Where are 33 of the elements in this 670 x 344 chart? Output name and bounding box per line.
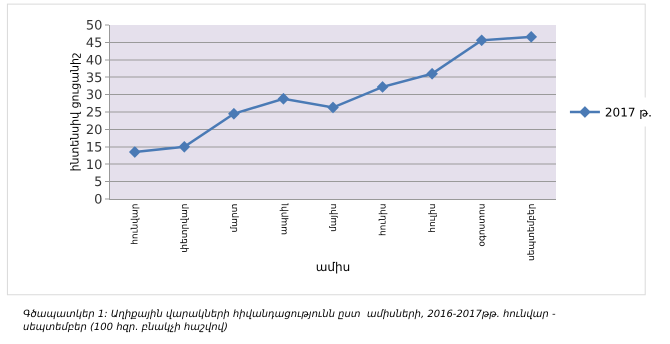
legend-label: 2017 թ. <box>604 106 652 120</box>
text: Գծապատկեր 1: Աղիքային վարակների հիվանդացությունն ըստ ամիսների, 2016-2017թթ. հունվար - սեպտեմբեր (100 հզր. բնակչի հաշվով) <box>23 309 556 333</box>
x-axis-title: ամիս <box>316 260 350 274</box>
y-tick-label: 10 <box>86 158 102 173</box>
point <box>426 68 438 80</box>
point <box>228 108 240 120</box>
point <box>476 34 488 46</box>
y-tick-label: 25 <box>86 106 102 121</box>
x-tick-label: մարտ <box>230 204 240 233</box>
y-tick-label: 50 <box>86 18 102 34</box>
point <box>525 30 538 43</box>
y-tick-label: 30 <box>86 88 102 104</box>
point <box>376 81 388 93</box>
y-tick-label: 40 <box>86 53 102 68</box>
x-tick-label: մայիս <box>328 204 339 232</box>
point <box>128 146 141 158</box>
x-tick-label: ապրիլ <box>279 203 290 235</box>
y-tick-label: 15 <box>86 140 102 156</box>
y-tick-label: 20 <box>86 122 102 138</box>
point <box>278 92 290 105</box>
point <box>327 102 339 114</box>
x-tick-label: հունվար <box>130 204 141 245</box>
y-tick-label: 5 <box>94 175 102 190</box>
y-axis-title: ինտենսիվ ցուցանիշ <box>68 52 82 172</box>
point <box>178 140 190 153</box>
x-tick-label: փետրվար <box>180 204 190 253</box>
y-tick-label: 45 <box>86 36 102 51</box>
y-tick-label: 35 <box>86 70 102 86</box>
x-tick-label: հունիս <box>378 204 388 236</box>
x-tick-label: օգոստոս <box>478 204 488 247</box>
y-tick-label: 0 <box>94 192 102 208</box>
x-tick-label: սեպտեմբեր <box>527 204 538 262</box>
x-tick-label: հուլիս <box>428 204 438 233</box>
